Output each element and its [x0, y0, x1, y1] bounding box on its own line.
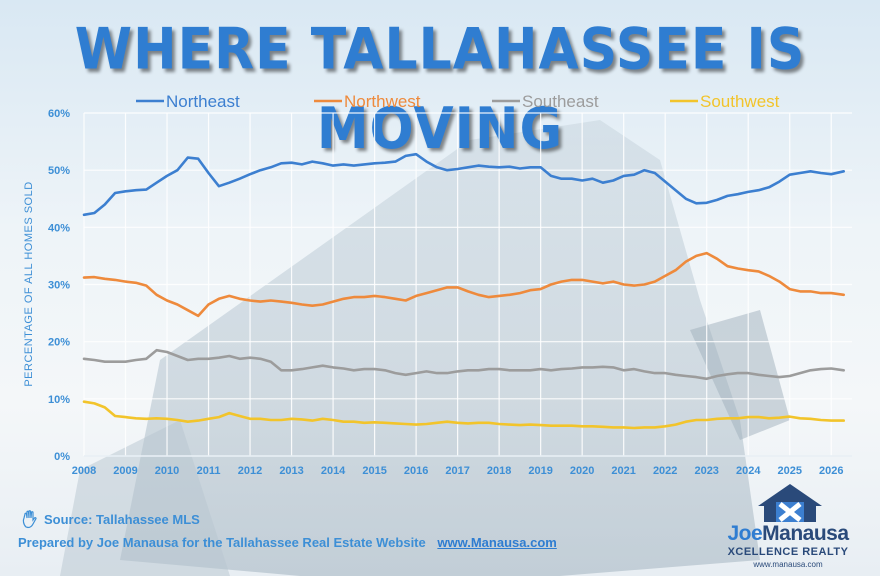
- company-logo[interactable]: JoeManausa XCELLENCE REALTY www.manausa.…: [706, 484, 870, 574]
- x-tick-label: 2016: [404, 465, 428, 477]
- house-x-logo-icon: [758, 484, 822, 522]
- y-tick-label: 20%: [48, 337, 70, 349]
- page-title: WHERE TALLAHASSEE IS MOVING: [74, 16, 806, 163]
- x-tick-label: 2009: [113, 465, 137, 477]
- x-tick-label: 2012: [238, 465, 262, 477]
- x-tick-label: 2011: [197, 465, 221, 477]
- x-tick-label: 2014: [321, 465, 346, 477]
- logo-name: JoeManausa: [706, 522, 870, 546]
- series-line-northwest: [82, 251, 845, 318]
- chart-legend: Northeast Northwest Southeast Southwest: [136, 92, 780, 111]
- x-tick-label: 2023: [694, 465, 718, 477]
- x-tick-label: 2025: [777, 465, 801, 477]
- x-axis-ticks: 2008 2009 2010 2011 2012 2013 2014 2015 2016 2017…: [72, 465, 844, 477]
- website-link[interactable]: www.Manausa.com: [437, 535, 557, 550]
- hand-icon: [22, 510, 37, 529]
- y-tick-label: 10%: [48, 394, 70, 406]
- chart-grid: [83, 112, 852, 457]
- x-tick-label: 2013: [279, 465, 303, 477]
- series-line-southwest: [82, 400, 845, 430]
- x-tick-label: 2022: [653, 465, 677, 477]
- y-axis-label: PERCENTAGE OF ALL HOMES SOLD: [23, 181, 35, 386]
- x-tick-label: 2017: [445, 465, 469, 477]
- y-axis-ticks: 0% 10% 20% 30% 40% 50% 60%: [48, 108, 70, 463]
- y-tick-label: 0%: [54, 451, 70, 463]
- series-line-northeast: [82, 152, 845, 217]
- logo-tagline: XCELLENCE REALTY: [727, 546, 849, 558]
- x-tick-label: 2020: [570, 465, 594, 477]
- y-axis-label-group: PERCENTAGE OF ALL HOMES SOLD: [23, 181, 35, 386]
- series-lines: [82, 152, 845, 430]
- y-tick-label: 60%: [48, 108, 70, 120]
- legend-label-northwest: Northwest: [344, 92, 421, 111]
- x-tick-label: 2008: [72, 465, 96, 477]
- x-tick-label: 2010: [155, 465, 179, 477]
- x-tick-label: 2021: [611, 465, 635, 477]
- x-tick-label: 2015: [362, 465, 386, 477]
- x-tick-label: 2026: [819, 465, 843, 477]
- legend-label-southeast: Southeast: [522, 92, 599, 111]
- logo-name-second: Manausa: [762, 522, 849, 545]
- x-tick-label: 2018: [487, 465, 511, 477]
- logo-url: www.manausa.com: [753, 560, 823, 569]
- series-line-southeast: [82, 348, 845, 381]
- y-tick-label: 40%: [48, 222, 70, 234]
- logo-name-first: Joe: [727, 522, 763, 545]
- y-tick-label: 50%: [48, 165, 70, 177]
- source-note: Source: Tallahassee MLS: [44, 512, 200, 527]
- x-tick-label: 2019: [528, 465, 552, 477]
- legend-label-northeast: Northeast: [166, 92, 240, 111]
- y-tick-label: 30%: [48, 280, 70, 292]
- x-tick-label: 2024: [736, 465, 761, 477]
- prepared-by-text: Prepared by Joe Manausa for the Tallahas…: [18, 535, 426, 550]
- prepared-by-note: Prepared by Joe Manausa for the Tallahas…: [18, 535, 557, 550]
- legend-label-southwest: Southwest: [700, 92, 780, 111]
